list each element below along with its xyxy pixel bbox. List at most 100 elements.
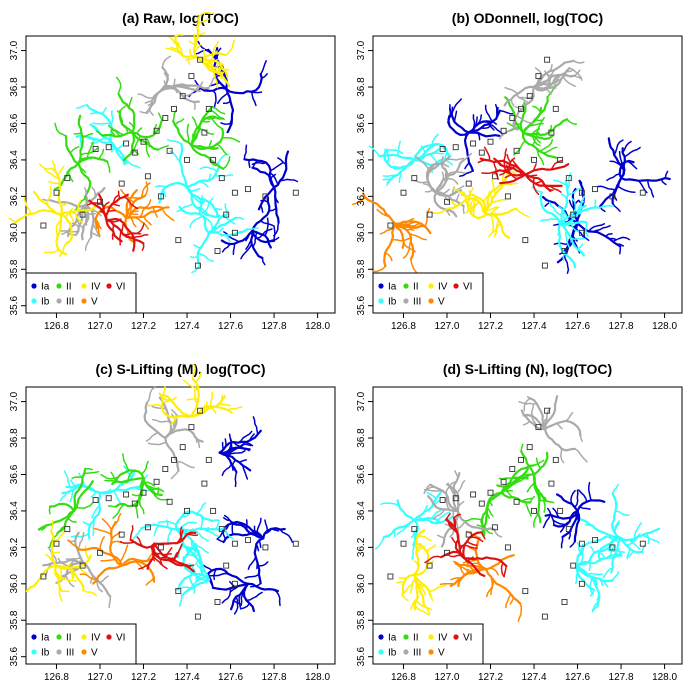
station-marker [131, 149, 138, 156]
river-network [352, 59, 671, 276]
y-tick-label: 36.4 [9, 150, 20, 170]
station-marker [64, 526, 71, 533]
panel-3: (c) S-Lifting (M), log(TOC) 126.8 127.0 127… [9, 361, 336, 683]
station-marker [40, 222, 47, 229]
monitoring-stations [40, 56, 299, 269]
legend-swatch [106, 634, 112, 640]
river-segment-IV [396, 529, 447, 616]
legend-label: Ib [388, 648, 397, 659]
river-segment-Ia [220, 196, 280, 266]
river-segment-IV [25, 520, 98, 602]
station-marker [513, 498, 520, 505]
y-tick-label: 36.8 [9, 77, 20, 97]
legend-swatch [403, 649, 409, 655]
x-tick-label: 127.6 [218, 321, 243, 332]
legend-swatch [428, 283, 434, 289]
station-marker [175, 237, 182, 244]
station-marker [535, 424, 542, 431]
legend-label: II [66, 633, 72, 644]
y-tick-label: 36.4 [9, 501, 20, 521]
legend-label: Ia [388, 633, 397, 644]
river-segment-III [518, 395, 588, 464]
y-tick-label: 36.2 [356, 537, 367, 557]
station-marker [548, 480, 555, 487]
station-marker [531, 507, 537, 514]
y-tick-label: 36.0 [356, 223, 367, 243]
legend-swatch [31, 649, 37, 655]
legend-swatch [378, 283, 384, 289]
y-tick-label: 36.6 [356, 113, 367, 133]
station-marker [411, 175, 418, 182]
station-marker [544, 407, 551, 414]
legend-swatch [81, 634, 87, 640]
x-tick-label: 127.8 [609, 672, 634, 683]
station-marker [439, 146, 446, 152]
panel-title: (c) S-Lifting (M), log(TOC) [95, 361, 265, 377]
plot-frame [25, 35, 336, 314]
legend-swatch [31, 298, 37, 304]
legend-swatch [81, 649, 87, 655]
plot-frame [25, 386, 336, 665]
river-segment-II [53, 114, 111, 214]
station-marker [171, 105, 177, 112]
station-marker [292, 189, 299, 196]
legend-swatch [81, 298, 87, 304]
station-marker [140, 489, 147, 496]
monitoring-stations [387, 407, 646, 620]
y-tick-label: 35.8 [9, 259, 20, 279]
x-axis: 126.8 127.0 127.2 127.4 127.6 127.8 128.0 [391, 664, 678, 683]
legend-swatch [81, 283, 87, 289]
y-tick-label: 36.2 [9, 537, 20, 557]
legend-label: Ib [41, 297, 50, 308]
y-tick-label: 35.6 [9, 296, 20, 316]
river-segment-Ia [243, 144, 299, 237]
y-tick-label: 35.6 [356, 296, 367, 316]
legend-label: VI [116, 633, 125, 644]
station-marker [205, 105, 212, 112]
y-tick-label: 35.8 [9, 610, 20, 630]
station-marker [526, 444, 533, 451]
station-marker [171, 456, 177, 463]
station-marker [92, 146, 99, 152]
station-marker [53, 189, 60, 196]
station-marker [262, 193, 269, 200]
station-marker [166, 498, 173, 505]
y-tick-label: 36.8 [356, 77, 367, 97]
station-marker [444, 198, 450, 205]
station-marker [470, 140, 477, 147]
x-tick-label: 127.0 [434, 672, 459, 683]
station-marker [557, 156, 564, 163]
legend-swatch [428, 298, 434, 304]
station-marker [639, 189, 646, 196]
river-segment-IV [165, 12, 235, 89]
legend-label: II [66, 282, 72, 293]
river-segment-III [143, 386, 204, 480]
x-tick-label: 126.8 [44, 321, 69, 332]
legend-label: III [66, 297, 74, 308]
station-marker [491, 524, 498, 531]
station-marker [578, 189, 585, 196]
station-marker [179, 93, 186, 100]
station-marker [144, 173, 151, 180]
station-marker [162, 115, 169, 121]
station-marker [245, 186, 251, 193]
x-tick-label: 127.4 [522, 321, 547, 332]
y-tick-label: 36.2 [9, 186, 20, 206]
legend-label: IV [438, 633, 448, 644]
y-tick-label: 37.0 [9, 391, 20, 411]
station-marker [118, 531, 125, 538]
y-axis: 35.6 35.8 36.0 36.2 36.4 36.6 36.8 37.0 [9, 40, 26, 315]
legend-label: V [438, 297, 445, 308]
station-marker [231, 540, 238, 547]
legend-label: II [413, 282, 419, 293]
station-marker [561, 248, 568, 254]
station-marker [231, 189, 238, 196]
river-segment-IV [146, 364, 243, 426]
station-marker [518, 456, 524, 463]
y-tick-label: 36.4 [356, 150, 367, 170]
panel-4: (d) S-Lifting (N), log(TOC) 126.8 127.0 127… [356, 361, 683, 683]
x-tick-label: 127.8 [609, 321, 634, 332]
y-tick-label: 37.0 [9, 40, 20, 60]
river-segment-V [94, 181, 175, 244]
